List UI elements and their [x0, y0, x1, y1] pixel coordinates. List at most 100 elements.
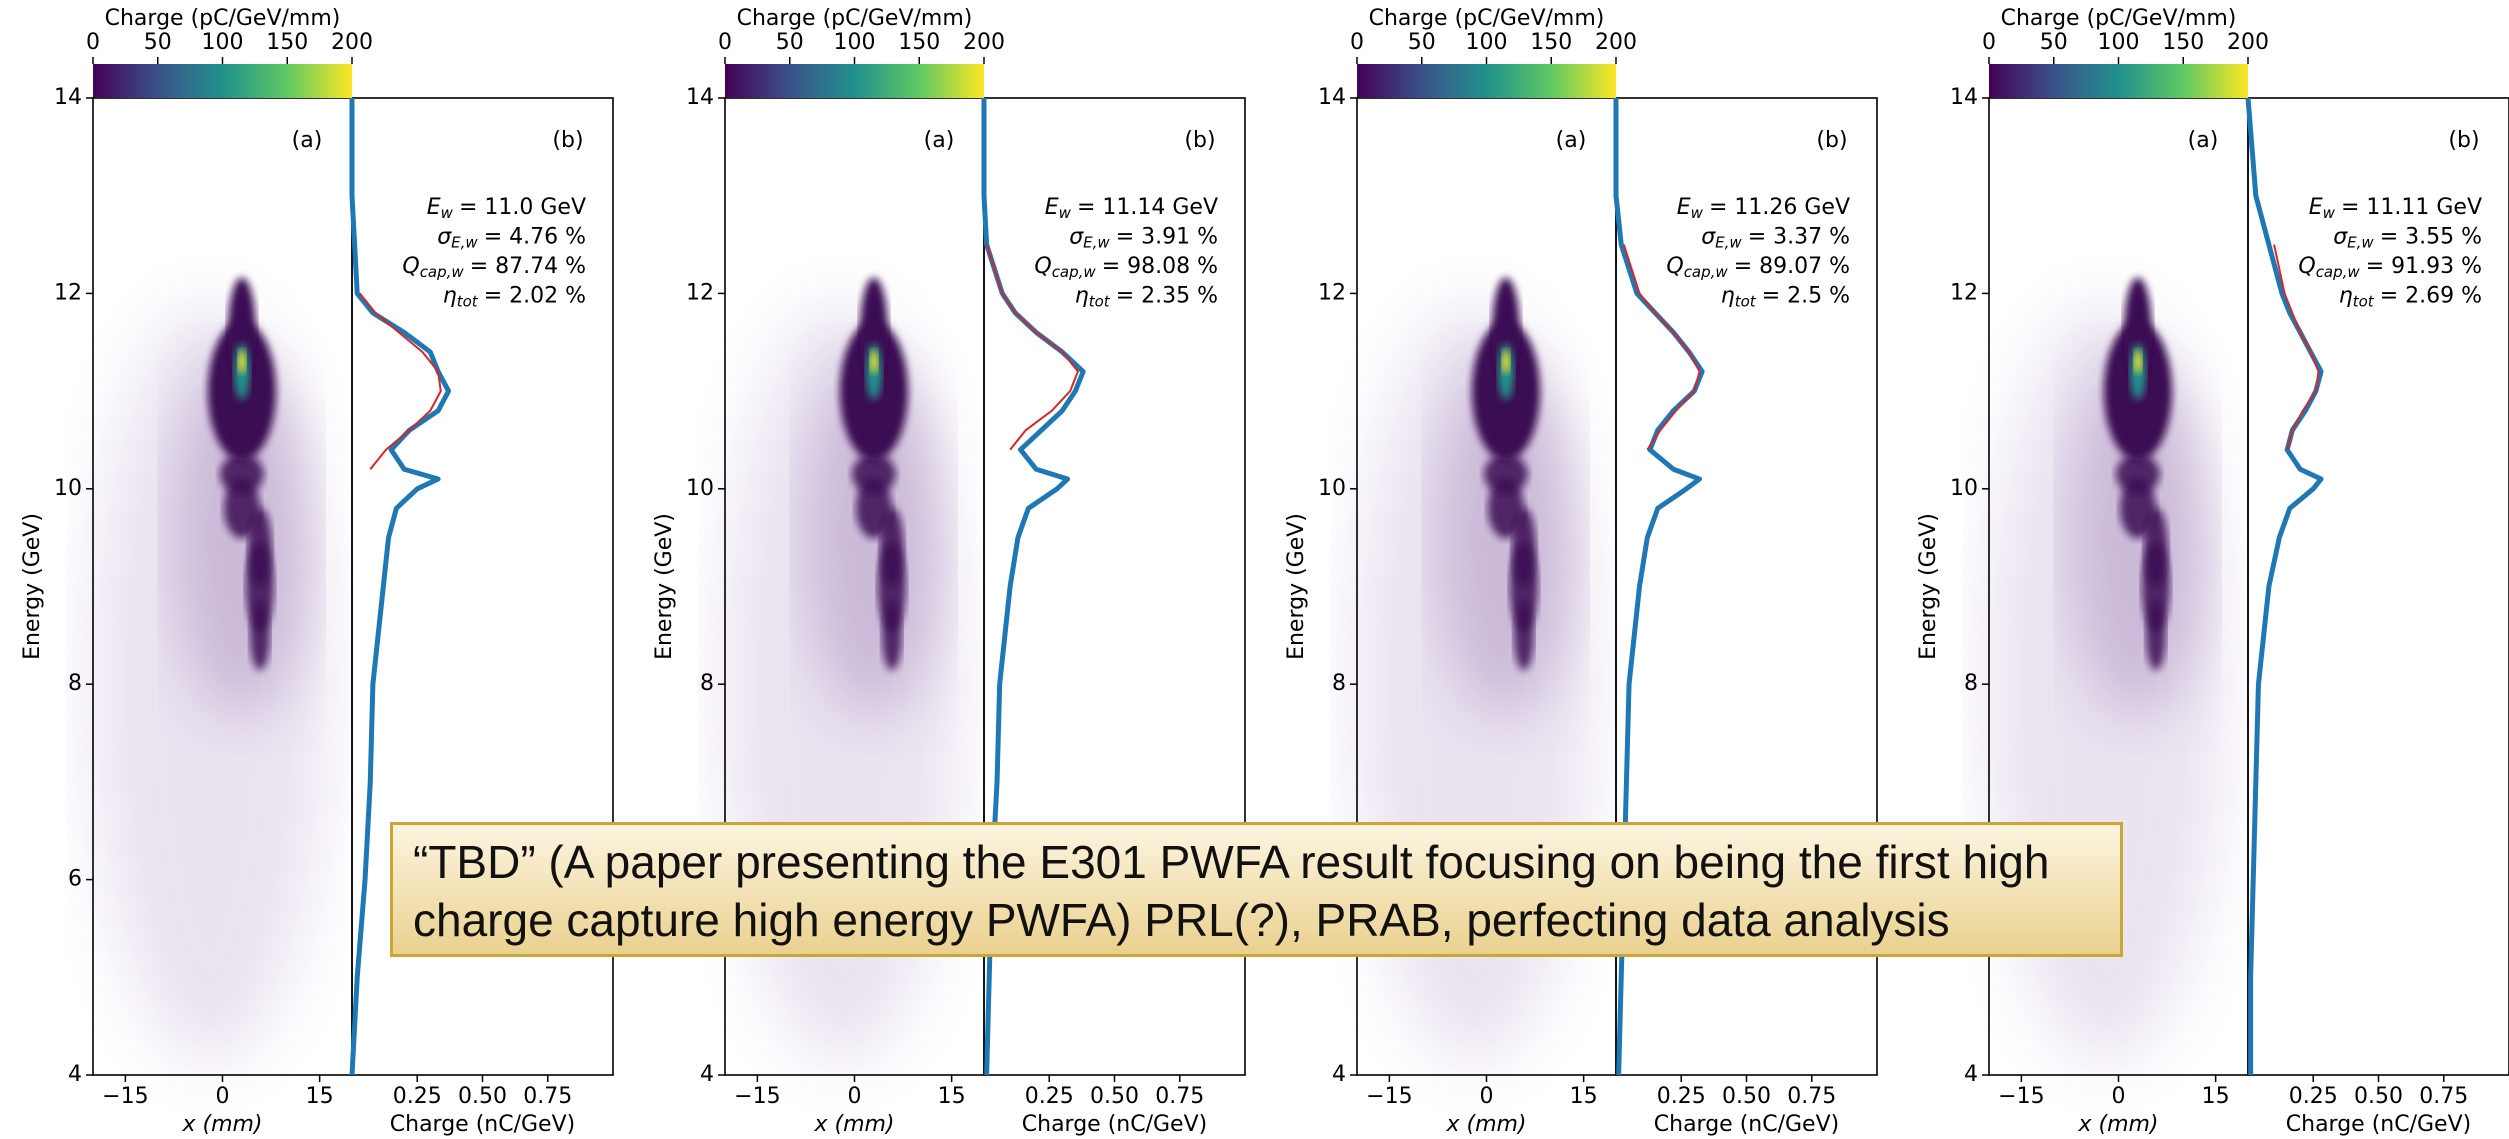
y-tick-label: 8	[1332, 671, 1346, 696]
annotation-value: = 3.55 %	[2380, 225, 2482, 250]
annotation-value: = 3.37 %	[1748, 225, 1850, 250]
annotation-symbol: σ	[437, 225, 452, 250]
colorbar-tick-label: 100	[1466, 30, 1508, 55]
annotation: ηtot = 2.69 %	[2339, 284, 2482, 311]
annotation-symbol: Q	[1666, 254, 1683, 279]
beam-core	[2115, 454, 2160, 495]
annotation-value: = 11.11 GeV	[2341, 195, 2482, 220]
annotation-value: = 91.93 %	[2366, 254, 2482, 279]
x-tick-label: 0.75	[523, 1084, 572, 1109]
annotation-subscript: E,w	[1715, 233, 1742, 251]
annotation: Ew = 11.11 GeV	[2309, 195, 2482, 222]
y-axis-label: Energy (GeV)	[652, 513, 677, 660]
colorbar	[1989, 64, 2248, 98]
panel-label: (a)	[292, 128, 323, 153]
colorbar-tick-label: 50	[2040, 30, 2068, 55]
annotation: Qcap,w = 87.74 %	[402, 254, 586, 281]
panel-label: (b)	[552, 128, 583, 153]
beam-core	[2119, 478, 2156, 539]
x-tick-label: 0	[2112, 1084, 2126, 1109]
annotation-value: = 11.26 GeV	[1709, 195, 1850, 220]
colorbar-label: Charge (pC/GeV/mm)	[105, 6, 341, 31]
annotation-symbol: σ	[1701, 225, 1716, 250]
colorbar	[1357, 64, 1616, 98]
y-tick-label: 8	[700, 671, 714, 696]
annotation-subscript: E,w	[1083, 233, 1110, 251]
beam-core	[219, 454, 264, 495]
annotation: ηtot = 2.5 %	[1721, 284, 1850, 311]
spectrum-line	[349, 98, 452, 1076]
x-tick-label: 0.25	[1657, 1084, 1706, 1109]
y-tick-label: 4	[1964, 1062, 1978, 1087]
annotation-subscript: cap,w	[420, 263, 465, 281]
x-axis-label: Charge (nC/GeV)	[1022, 1112, 1207, 1137]
annotation: Ew = 11.26 GeV	[1677, 195, 1850, 222]
annotation-subscript: cap,w	[2316, 263, 2361, 281]
annotation-symbol: Q	[402, 254, 419, 279]
colorbar-tick-label: 0	[86, 30, 100, 55]
panel-label: (b)	[2448, 128, 2479, 153]
annotation-value: = 2.5 %	[1762, 284, 1850, 309]
x-tick-label: 0.75	[1787, 1084, 1836, 1109]
beam-image	[89, 277, 330, 1065]
x-axis-label: x (mm)	[1445, 1112, 1526, 1137]
colorbar-label: Charge (pC/GeV/mm)	[737, 6, 973, 31]
x-axis-label: Charge (nC/GeV)	[390, 1112, 575, 1137]
beam-core	[1483, 454, 1528, 495]
colorbar-tick-label: 0	[1350, 30, 1364, 55]
annotation-symbol: σ	[1069, 225, 1084, 250]
annotation: Qcap,w = 91.93 %	[2298, 254, 2482, 281]
annotation: σE,w = 3.91 %	[1069, 225, 1218, 252]
annotation-symbol: Q	[2298, 254, 2315, 279]
annotation-subscript: tot	[1089, 292, 1111, 310]
x-axis-label: x (mm)	[813, 1112, 894, 1137]
colorbar-tick-label: 50	[1408, 30, 1436, 55]
spectrum-line	[359, 292, 442, 470]
x-tick-label: 0.50	[1722, 1084, 1771, 1109]
annotation-subscript: tot	[457, 292, 479, 310]
colorbar-tick-label: 100	[834, 30, 876, 55]
y-tick-label: 10	[686, 476, 714, 501]
annotation: σE,w = 3.37 %	[1701, 225, 1850, 252]
annotation-subscript: tot	[1735, 292, 1757, 310]
y-tick-label: 12	[1318, 280, 1346, 305]
y-tick-label: 12	[1950, 280, 1978, 305]
annotation-value: = 11.0 GeV	[459, 195, 586, 220]
y-tick-label: 14	[54, 85, 82, 110]
spectrum-line	[1622, 244, 1701, 451]
annotation-value: = 89.07 %	[1734, 254, 1850, 279]
annotation-symbol: Q	[1034, 254, 1051, 279]
spectrum-line	[2273, 244, 2320, 450]
colorbar-tick-label: 150	[266, 30, 308, 55]
annotation-symbol: E	[427, 195, 441, 220]
annotation-symbol: η	[443, 284, 457, 309]
beam-peak	[869, 349, 878, 374]
x-tick-label: 0	[848, 1084, 862, 1109]
beam-peak	[1501, 349, 1510, 374]
annotation-symbol: η	[1721, 284, 1735, 309]
beam-peak	[237, 349, 246, 374]
annotation: σE,w = 4.76 %	[437, 225, 586, 252]
y-tick-label: 14	[1318, 85, 1346, 110]
annotation-value: = 3.91 %	[1116, 225, 1218, 250]
spectrum-line	[985, 244, 1079, 451]
annotation-value: = 4.76 %	[484, 225, 586, 250]
annotation: Qcap,w = 98.08 %	[1034, 254, 1218, 281]
beam-core	[249, 600, 270, 671]
x-tick-label: 0.50	[2354, 1084, 2403, 1109]
x-tick-label: 15	[1570, 1084, 1598, 1109]
beam-core	[881, 600, 902, 671]
y-tick-label: 8	[68, 671, 82, 696]
beam-core	[1487, 478, 1524, 539]
colorbar-label: Charge (pC/GeV/mm)	[1369, 6, 1605, 31]
x-axis-label: x (mm)	[181, 1112, 262, 1137]
y-tick-label: 10	[1318, 476, 1346, 501]
y-tick-label: 14	[686, 85, 714, 110]
colorbar	[725, 64, 984, 98]
colorbar-tick-label: 200	[1595, 30, 1637, 55]
y-tick-label: 6	[68, 867, 82, 892]
x-tick-label: 0.75	[1155, 1084, 1204, 1109]
colorbar-tick-label: 100	[202, 30, 244, 55]
y-tick-label: 4	[1332, 1062, 1346, 1087]
annotation-symbol: σ	[2333, 225, 2348, 250]
